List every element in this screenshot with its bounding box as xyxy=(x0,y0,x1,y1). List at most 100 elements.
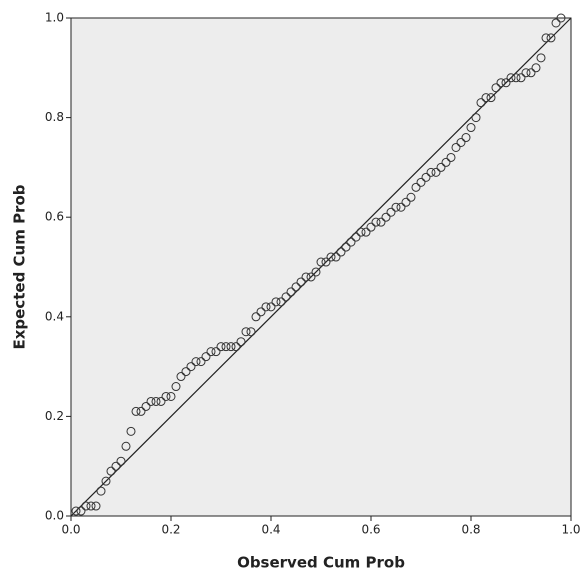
point xyxy=(501,78,511,88)
point xyxy=(541,33,551,43)
point xyxy=(521,68,531,78)
point xyxy=(166,391,176,401)
point xyxy=(356,227,366,237)
point xyxy=(461,133,471,143)
point xyxy=(281,292,291,302)
point xyxy=(231,342,241,352)
point xyxy=(151,396,161,406)
point xyxy=(451,142,461,152)
point xyxy=(141,401,151,411)
point xyxy=(466,123,476,133)
x-tick-label: 0.8 xyxy=(461,523,480,537)
point xyxy=(131,406,141,416)
point xyxy=(351,232,361,242)
point xyxy=(81,501,91,511)
point xyxy=(266,302,276,312)
point xyxy=(276,297,286,307)
point xyxy=(261,302,271,312)
point xyxy=(546,33,556,43)
point xyxy=(361,227,371,237)
point xyxy=(516,73,526,83)
point xyxy=(531,63,541,73)
point xyxy=(471,113,481,123)
point xyxy=(371,217,381,227)
point xyxy=(341,242,351,252)
point xyxy=(426,167,436,177)
x-tick-label: 0.0 xyxy=(61,523,80,537)
point xyxy=(226,342,236,352)
y-tick-label: 0.6 xyxy=(45,210,64,224)
point xyxy=(251,312,261,322)
point xyxy=(191,357,201,367)
y-tick-label: 1.0 xyxy=(45,11,64,25)
point xyxy=(211,347,221,357)
point xyxy=(71,506,81,516)
point xyxy=(236,337,246,347)
point xyxy=(511,73,521,83)
point xyxy=(101,476,111,486)
point xyxy=(441,157,451,167)
point xyxy=(221,342,231,352)
point xyxy=(436,162,446,172)
y-tick-label: 0.2 xyxy=(45,409,64,423)
point xyxy=(421,172,431,182)
point xyxy=(326,252,336,262)
point xyxy=(96,486,106,496)
point xyxy=(286,287,296,297)
point xyxy=(246,327,256,337)
point xyxy=(296,277,306,287)
point xyxy=(161,391,171,401)
point xyxy=(476,98,486,108)
point xyxy=(91,501,101,511)
point xyxy=(146,396,156,406)
point xyxy=(506,73,516,83)
point xyxy=(241,327,251,337)
y-tick-label: 0.8 xyxy=(45,110,64,124)
x-tick-label: 0.2 xyxy=(161,523,180,537)
point xyxy=(346,237,356,247)
point xyxy=(311,267,321,277)
x-axis-title: Observed Cum Prob xyxy=(237,554,405,572)
x-tick-label: 0.6 xyxy=(361,523,380,537)
point xyxy=(156,396,166,406)
point xyxy=(431,167,441,177)
point xyxy=(171,382,181,392)
y-axis-title: Expected Cum Prob xyxy=(11,184,29,349)
x-tick-label: 1.0 xyxy=(561,523,580,537)
point xyxy=(486,93,496,103)
point xyxy=(406,192,416,202)
point xyxy=(186,362,196,372)
x-tick-label: 0.4 xyxy=(261,523,280,537)
point xyxy=(256,307,266,317)
point xyxy=(376,217,386,227)
point xyxy=(381,212,391,222)
point xyxy=(196,357,206,367)
y-tick-label: 0.4 xyxy=(45,309,64,323)
point xyxy=(116,456,126,466)
point xyxy=(106,466,116,476)
point xyxy=(556,13,566,23)
point xyxy=(411,182,421,192)
point xyxy=(401,197,411,207)
point xyxy=(126,426,136,436)
point xyxy=(446,152,456,162)
point xyxy=(111,461,121,471)
point xyxy=(391,202,401,212)
point xyxy=(496,78,506,88)
point xyxy=(336,247,346,257)
point xyxy=(301,272,311,282)
point xyxy=(321,257,331,267)
point xyxy=(181,367,191,377)
point xyxy=(456,138,466,147)
point xyxy=(121,441,131,451)
point xyxy=(536,53,546,63)
point xyxy=(136,406,146,416)
point xyxy=(76,506,86,516)
point xyxy=(481,93,491,103)
point xyxy=(306,272,316,282)
point xyxy=(396,202,406,212)
point xyxy=(316,257,326,267)
point xyxy=(176,372,186,382)
point xyxy=(86,501,96,511)
